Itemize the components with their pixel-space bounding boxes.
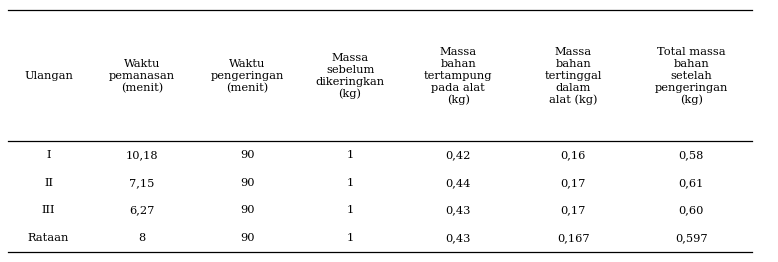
Text: 0,167: 0,167 <box>557 233 590 243</box>
Text: 0,61: 0,61 <box>678 178 704 188</box>
Text: 0,16: 0,16 <box>561 150 586 160</box>
Text: II: II <box>44 178 53 188</box>
Text: 0,42: 0,42 <box>446 150 471 160</box>
Text: Massa
bahan
tertinggal
dalam
alat (kg): Massa bahan tertinggal dalam alat (kg) <box>545 47 602 105</box>
Text: 0,44: 0,44 <box>446 178 471 188</box>
Text: 10,18: 10,18 <box>126 150 158 160</box>
Text: 0,60: 0,60 <box>678 205 704 215</box>
Text: Rataan: Rataan <box>28 233 69 243</box>
Text: Waktu
pemanasan
(menit): Waktu pemanasan (menit) <box>109 59 175 93</box>
Text: 0,43: 0,43 <box>446 205 471 215</box>
Text: Ulangan: Ulangan <box>24 71 73 81</box>
Text: 90: 90 <box>240 205 254 215</box>
Text: 7,15: 7,15 <box>129 178 155 188</box>
Text: Massa
bahan
tertampung
pada alat
(kg): Massa bahan tertampung pada alat (kg) <box>424 47 492 105</box>
Text: I: I <box>47 150 51 160</box>
Text: 0,58: 0,58 <box>678 150 704 160</box>
Text: 1: 1 <box>346 178 354 188</box>
Text: 8: 8 <box>138 233 145 243</box>
Text: 1: 1 <box>346 205 354 215</box>
Text: 90: 90 <box>240 150 254 160</box>
Text: Massa
sebelum
dikeringkan
(kg): Massa sebelum dikeringkan (kg) <box>316 53 384 99</box>
Text: 0,597: 0,597 <box>675 233 707 243</box>
Text: 0,17: 0,17 <box>561 205 586 215</box>
Text: 0,43: 0,43 <box>446 233 471 243</box>
Text: 90: 90 <box>240 233 254 243</box>
Text: 1: 1 <box>346 233 354 243</box>
Text: III: III <box>42 205 55 215</box>
Text: Waktu
pengeringan
(menit): Waktu pengeringan (menit) <box>210 59 284 93</box>
Text: 6,27: 6,27 <box>129 205 155 215</box>
Text: 1: 1 <box>346 150 354 160</box>
Text: 0,17: 0,17 <box>561 178 586 188</box>
Text: Total massa
bahan
setelah
pengeringan
(kg): Total massa bahan setelah pengeringan (k… <box>654 47 728 105</box>
Text: 90: 90 <box>240 178 254 188</box>
